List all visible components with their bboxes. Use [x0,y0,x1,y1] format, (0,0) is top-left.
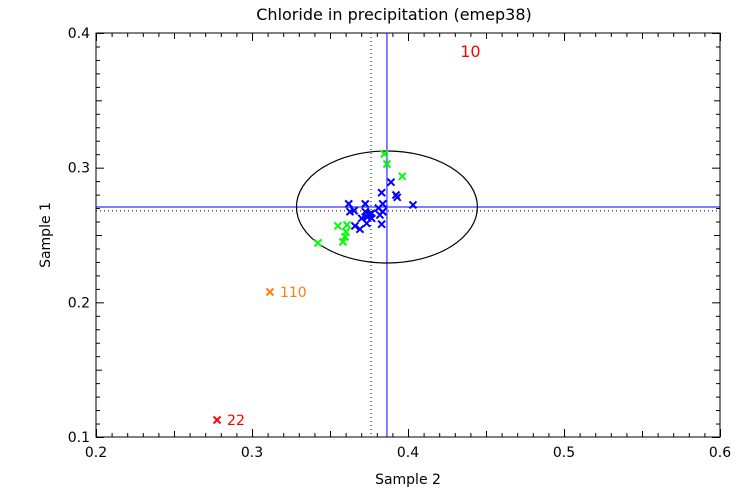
data-point [355,225,365,234]
cross-stroke [338,237,348,247]
cross-stroke [349,206,359,215]
y-tick-label: 0.4 [68,26,90,42]
cross-stroke [361,207,370,216]
cross-stroke [374,203,383,213]
cross-stroke [362,211,371,221]
x-tick-label: 0.6 [709,445,731,461]
cross-stroke [340,232,350,242]
cross-stroke [398,172,407,181]
cross-stroke [333,221,343,231]
cross-stroke [342,220,352,230]
data-point [362,219,371,228]
x-tick-label: 0.4 [397,445,419,461]
outlier-label: 22 [227,413,245,429]
cross-stroke [357,214,366,223]
cross-stroke [313,238,323,248]
cross-stroke [377,188,386,197]
cross-stroke [350,221,360,231]
chart-title: Chloride in precipitation (emep38) [256,5,531,24]
data-point [382,159,392,169]
data-point [377,188,386,197]
cross-stroke [393,193,402,202]
data-point [408,200,418,210]
data-point [333,221,343,231]
cross-stroke [408,200,418,210]
cross-stroke [380,149,389,159]
y-tick-label: 0.2 [68,295,90,311]
data-point [374,203,383,213]
x-tick-label: 0.3 [241,445,263,461]
outlier-point [265,287,275,297]
cross-stroke [212,415,222,425]
data-point [380,149,389,159]
off-scale-label: 10 [460,42,480,61]
x-tick-label: 0.2 [85,445,107,461]
cross-stroke [377,220,386,229]
y-axis-label: Sample 1 [38,202,54,268]
data-point [350,221,360,231]
data-point [386,178,396,187]
cross-stroke [344,199,353,209]
cross-stroke [265,287,275,297]
data-point [338,237,348,247]
data-point [362,211,371,221]
cross-stroke [362,219,371,228]
cross-stroke [355,225,365,234]
outlier-label: 110 [280,285,307,301]
data-point [340,232,350,242]
y-tick-label: 0.1 [68,430,90,446]
data-point [375,210,385,220]
data-point [361,199,370,209]
data-point [342,220,352,230]
data-point [398,172,407,181]
outlier-point [212,415,222,425]
data-point [393,193,402,202]
plot-frame [95,32,721,438]
cross-stroke [361,199,370,209]
cross-stroke [375,210,385,220]
x-tick-label: 0.5 [553,445,575,461]
data-point [377,220,386,229]
cross-stroke [382,159,392,169]
data-point [313,238,323,248]
x-axis-label: Sample 2 [375,472,441,488]
cross-stroke [386,178,396,187]
y-tick-label: 0.3 [68,161,90,177]
data-point [349,206,359,215]
data-point [344,199,353,209]
